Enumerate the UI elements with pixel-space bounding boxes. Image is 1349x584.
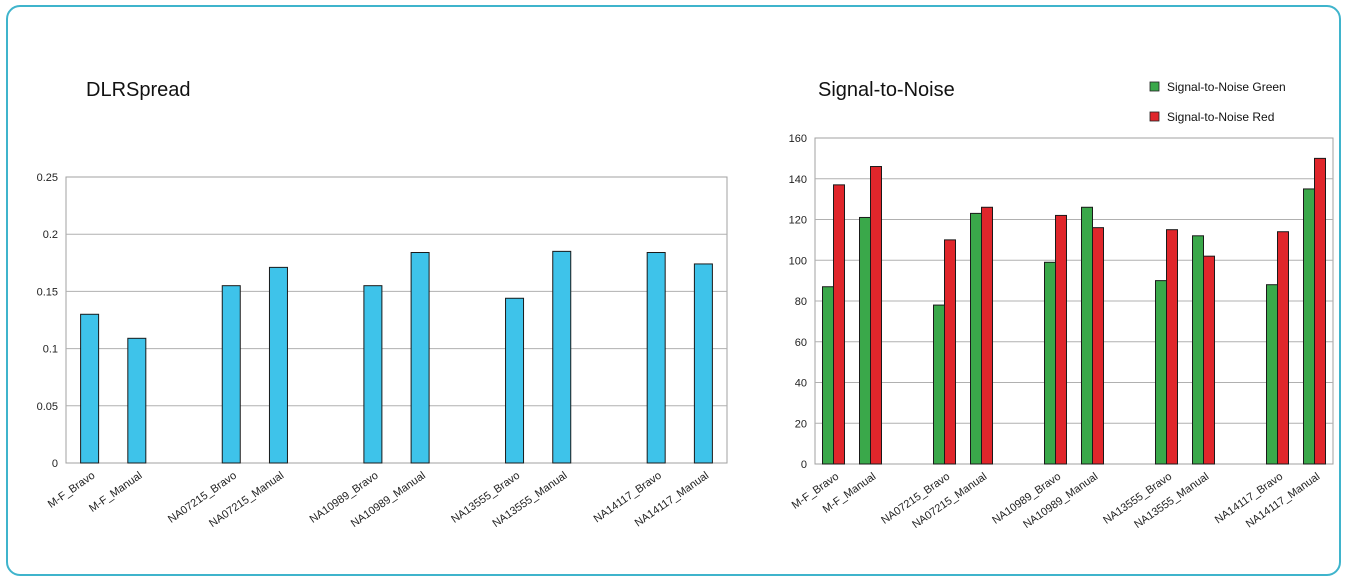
bar — [1166, 229, 1178, 465]
y-tick-label: 0.1 — [43, 344, 58, 356]
bar — [127, 337, 147, 464]
legend-green-label: Signal-to-Noise Green — [1167, 80, 1286, 94]
y-tick-label: 0.05 — [37, 401, 58, 413]
y-tick-label: 80 — [795, 296, 807, 308]
dlr-chart: DLRSpread 0 0.05 0.1 0.15 0.2 0.25 M-F_BravoM… — [37, 79, 728, 530]
y-tick-label: 20 — [795, 418, 807, 430]
x-tick-label: M-F_Manual — [87, 470, 144, 515]
bar — [1277, 231, 1289, 465]
bar — [1314, 157, 1326, 465]
snr-y-axis: 0 20 40 60 80 100 120 140 160 — [789, 133, 807, 471]
bar — [646, 252, 666, 464]
y-tick-label: 0.15 — [37, 286, 58, 298]
bar — [1081, 206, 1093, 465]
bar — [970, 212, 982, 465]
bar — [693, 263, 713, 464]
dlr-chart-title: DLRSpread — [86, 79, 191, 101]
bar — [552, 250, 572, 464]
bar — [363, 285, 383, 464]
snr-chart: Signal-to-Noise Signal-to-Noise Green Si… — [789, 79, 1334, 531]
dlr-plot-area — [65, 176, 728, 464]
legend-green-swatch — [1149, 81, 1160, 92]
dlr-y-axis: 0 0.05 0.1 0.15 0.2 0.25 — [37, 172, 58, 470]
dlr-bars — [80, 250, 713, 464]
y-tick-label: 0 — [52, 458, 58, 470]
bar — [822, 286, 834, 465]
y-tick-label: 160 — [789, 133, 807, 145]
bar — [410, 252, 430, 464]
dlr-gridlines — [66, 233, 727, 407]
bar — [1155, 280, 1167, 465]
bar — [859, 216, 871, 465]
bar — [944, 239, 956, 465]
y-tick-label: 40 — [795, 378, 807, 390]
bar — [80, 313, 100, 464]
bar — [1203, 255, 1215, 465]
bar — [221, 285, 241, 464]
y-tick-label: 0.25 — [37, 172, 58, 184]
bar — [833, 184, 845, 465]
y-tick-label: 0.2 — [43, 229, 58, 241]
bar — [1266, 284, 1278, 465]
legend-red-swatch — [1149, 111, 1160, 122]
snr-bars — [822, 157, 1326, 465]
y-tick-label: 60 — [795, 337, 807, 349]
y-tick-label: 140 — [789, 174, 807, 186]
bar — [1055, 214, 1067, 465]
y-tick-label: 100 — [789, 255, 807, 267]
bar — [1303, 188, 1315, 465]
bar — [505, 297, 525, 464]
bar — [1092, 227, 1104, 465]
bar — [1044, 261, 1056, 465]
bar — [870, 166, 882, 465]
bar — [268, 266, 288, 464]
bar — [981, 206, 993, 465]
legend-red-label: Signal-to-Noise Red — [1167, 110, 1274, 124]
y-tick-label: 0 — [801, 459, 807, 471]
bar — [1192, 235, 1204, 465]
snr-gridlines — [815, 178, 1333, 424]
snr-chart-title: Signal-to-Noise — [818, 79, 955, 101]
snr-legend: Signal-to-Noise Green Signal-to-Noise Re… — [1149, 80, 1286, 124]
y-tick-label: 120 — [789, 215, 807, 227]
bar — [933, 304, 945, 465]
